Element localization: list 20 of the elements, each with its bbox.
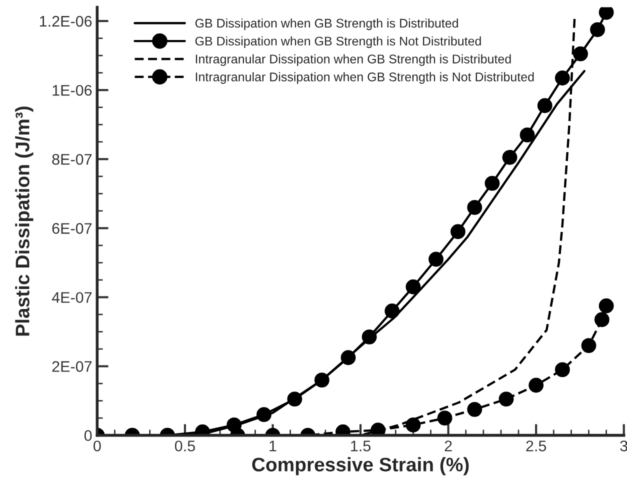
x-axis-title: Compressive Strain (%) xyxy=(252,457,469,476)
y-axis-title: Plastic Dissipation (J/m³) xyxy=(15,106,34,336)
y-tick-label: 8E-07 xyxy=(52,154,92,165)
x-tick-label: 3 xyxy=(620,440,627,452)
y-tick-label: 1E-06 xyxy=(52,84,92,96)
legend-label: Intragranular Dissipation when GB Strength is Not Distributed xyxy=(196,72,534,84)
y-tick-label: 6E-07 xyxy=(52,223,92,234)
y-tick-label: 1.2E-06 xyxy=(40,16,92,27)
x-tick-label: 2.5 xyxy=(526,440,546,452)
y-tick-label: 0 xyxy=(84,430,92,441)
x-tick-label: 0 xyxy=(94,440,101,452)
legend-label: GB Dissipation when GB Strength is Not Distributed xyxy=(195,36,481,48)
legend-label: Intragranular Dissipation when GB Strength is Distributed xyxy=(196,54,511,66)
x-tick-label: 0.5 xyxy=(174,440,195,452)
x-tick-label: 1 xyxy=(270,440,276,452)
x-tick-label: 2 xyxy=(444,440,452,452)
x-tick-label: 1.5 xyxy=(351,440,371,452)
y-tick-label: 4E-07 xyxy=(52,292,92,303)
legend-label: GB Dissipation when GB Strength is Distributed xyxy=(195,18,458,30)
y-tick-label: 2E-07 xyxy=(52,361,92,372)
